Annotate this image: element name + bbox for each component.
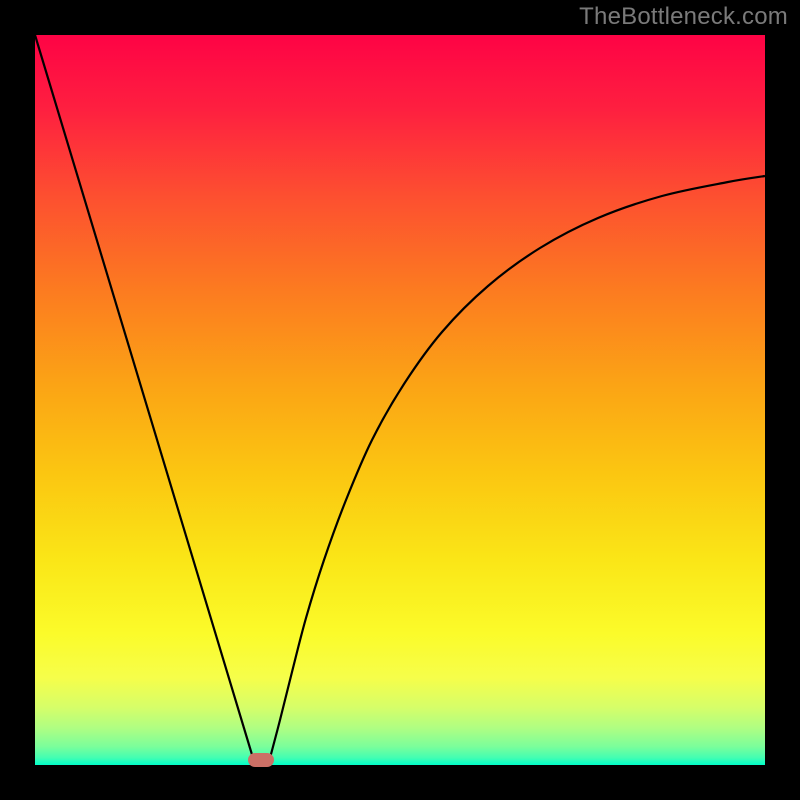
watermark-text: TheBottleneck.com (579, 3, 788, 31)
chart-container: TheBottleneck.com (0, 0, 800, 800)
chart-svg (0, 0, 800, 800)
minimum-marker (248, 753, 274, 767)
